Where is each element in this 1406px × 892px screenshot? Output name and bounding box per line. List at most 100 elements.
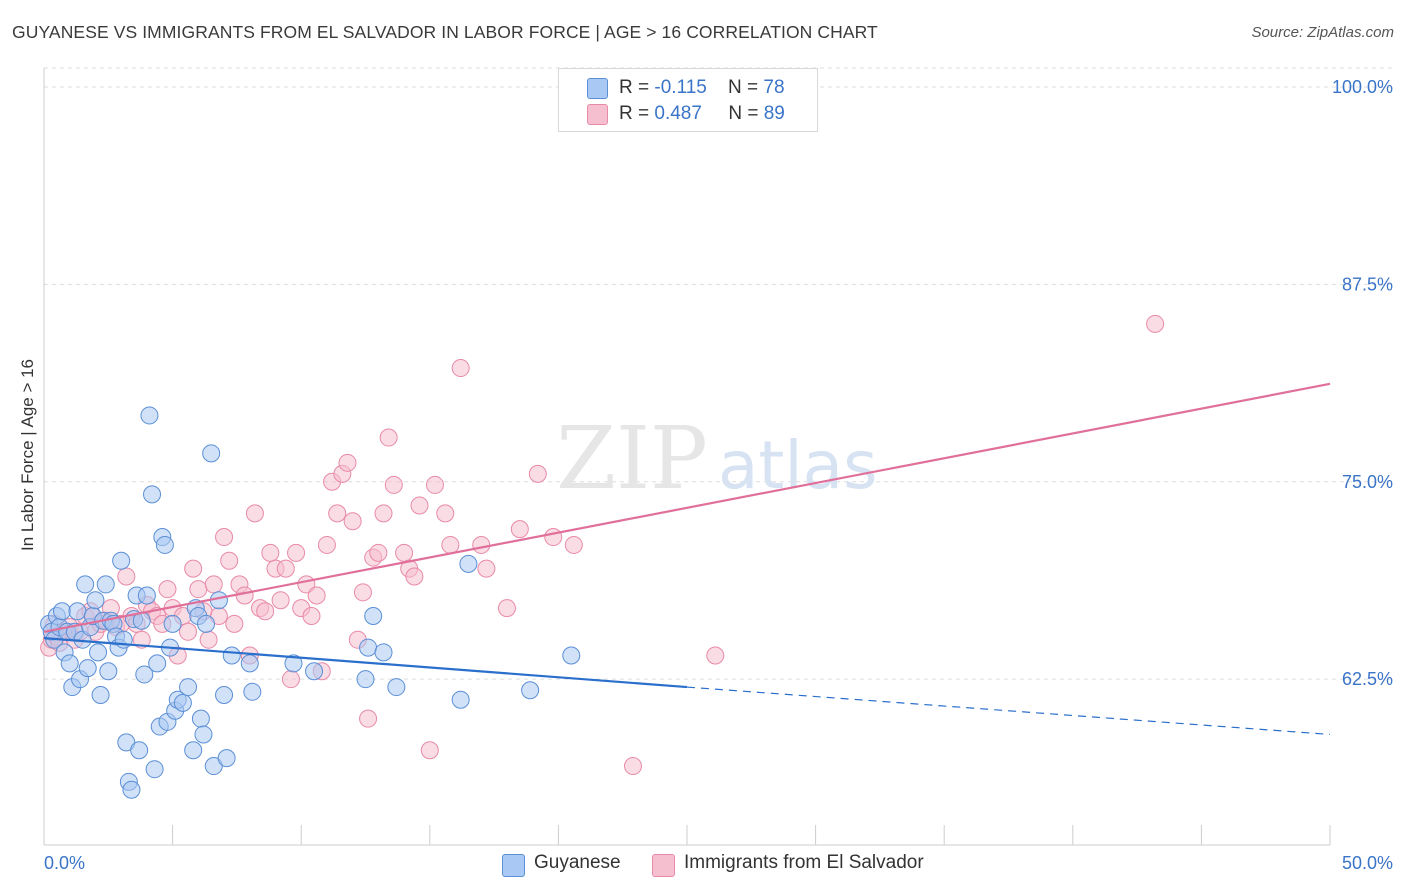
legend-n-value-guyanese: 78 [763,77,785,98]
point-guyanese [387,678,406,697]
point-guyanese [204,757,223,776]
point-el-salvador [420,741,439,760]
point-el-salvador [215,528,234,547]
point-el-salvador [395,543,414,562]
point-el-salvador [436,504,455,523]
point-el-salvador [528,464,547,483]
point-el-salvador [384,475,403,494]
point-el-salvador [451,359,470,378]
watermark-zip: ZIP [556,409,708,509]
y-tick-label: 62.5% [1342,669,1393,689]
point-el-salvador [276,559,295,578]
legend-label-el-salvador: Immigrants from El Salvador [684,852,924,873]
legend-r-value-el-salvador: 0.487 [654,103,702,124]
point-el-salvador [132,630,151,649]
point-guyanese [155,535,174,554]
point-guyanese [562,646,581,665]
point-guyanese [112,551,131,570]
point-guyanese [240,654,259,673]
source-label: Source: ZipAtlas.com [1251,24,1394,41]
point-guyanese [374,643,393,662]
y-tick-label: 75.0% [1342,472,1393,492]
point-guyanese [194,725,213,744]
point-guyanese [222,646,241,665]
point-guyanese [215,685,234,704]
point-guyanese [68,602,87,621]
point-el-salvador [317,535,336,554]
point-el-salvador [441,535,460,554]
legend-label-guyanese: Guyanese [534,852,621,873]
series-immigrants-el-salvador-points [40,314,1165,776]
point-el-salvador [307,586,326,605]
watermark-atlas: atlas [718,427,878,504]
trend-lines [43,382,1331,736]
point-el-salvador [204,575,223,594]
point-el-salvador [497,599,516,618]
x-tick-label-min: 0.0% [44,853,85,873]
point-guyanese [89,643,108,662]
point-el-salvador [410,496,429,515]
point-guyanese [135,665,154,684]
x-tick-label-max: 50.0% [1342,853,1393,873]
point-guyanese [145,760,164,779]
point-el-salvador [271,591,290,610]
point-guyanese [243,682,262,701]
point-el-salvador [472,535,491,554]
point-el-salvador [369,543,388,562]
point-el-salvador [510,520,529,539]
point-guyanese [451,690,470,709]
point-guyanese [86,591,105,610]
point-el-salvador [225,614,244,633]
correlation-legend: R = -0.115 N = 78 R = 0.487 N = 89 [558,68,818,132]
point-el-salvador [281,670,300,689]
point-guyanese [60,654,79,673]
point-el-salvador [256,602,275,621]
point-el-salvador [379,428,398,447]
point-guyanese [163,614,182,633]
point-el-salvador [1146,314,1165,333]
legend-r-label: R = [619,103,650,124]
point-guyanese [122,780,141,799]
point-guyanese [96,575,115,594]
legend-r-label: R = [619,77,650,98]
point-el-salvador [235,586,254,605]
y-tick-label: 87.5% [1342,274,1393,294]
point-el-salvador [302,607,321,626]
point-guyanese [217,749,236,768]
point-guyanese [137,586,156,605]
watermark: ZIP atlas [556,409,877,509]
point-el-salvador [564,535,583,554]
point-el-salvador [158,580,177,599]
point-guyanese [143,485,162,504]
point-guyanese [459,554,478,573]
point-guyanese [117,733,136,752]
point-el-salvador [425,475,444,494]
legend-r-value-guyanese: -0.115 [654,77,707,98]
point-el-salvador [287,543,306,562]
point-el-salvador [477,559,496,578]
legend-swatch-blue [502,854,525,877]
point-guyanese [364,607,383,626]
point-el-salvador [328,504,347,523]
y-tick-labels: 62.5% 75.0% 87.5% 100.0% [1332,77,1393,689]
trend-line-guyanese [43,637,688,689]
point-guyanese [99,662,118,681]
point-guyanese [191,709,210,728]
point-el-salvador [184,559,203,578]
point-el-salvador [179,622,198,641]
series-guyanese-points [40,406,581,799]
point-guyanese [521,681,540,700]
point-guyanese [148,654,167,673]
point-el-salvador [261,543,280,562]
point-el-salvador [544,528,563,547]
legend-n-label: N = [727,77,759,98]
legend-swatch-pink [652,854,675,877]
point-el-salvador [706,646,725,665]
point-el-salvador [189,580,208,599]
point-guyanese [202,444,221,463]
legend-swatch-pink [587,104,608,125]
point-el-salvador [405,567,424,586]
point-el-salvador [374,504,393,523]
trend-line-guyanese-extension [686,686,1331,736]
